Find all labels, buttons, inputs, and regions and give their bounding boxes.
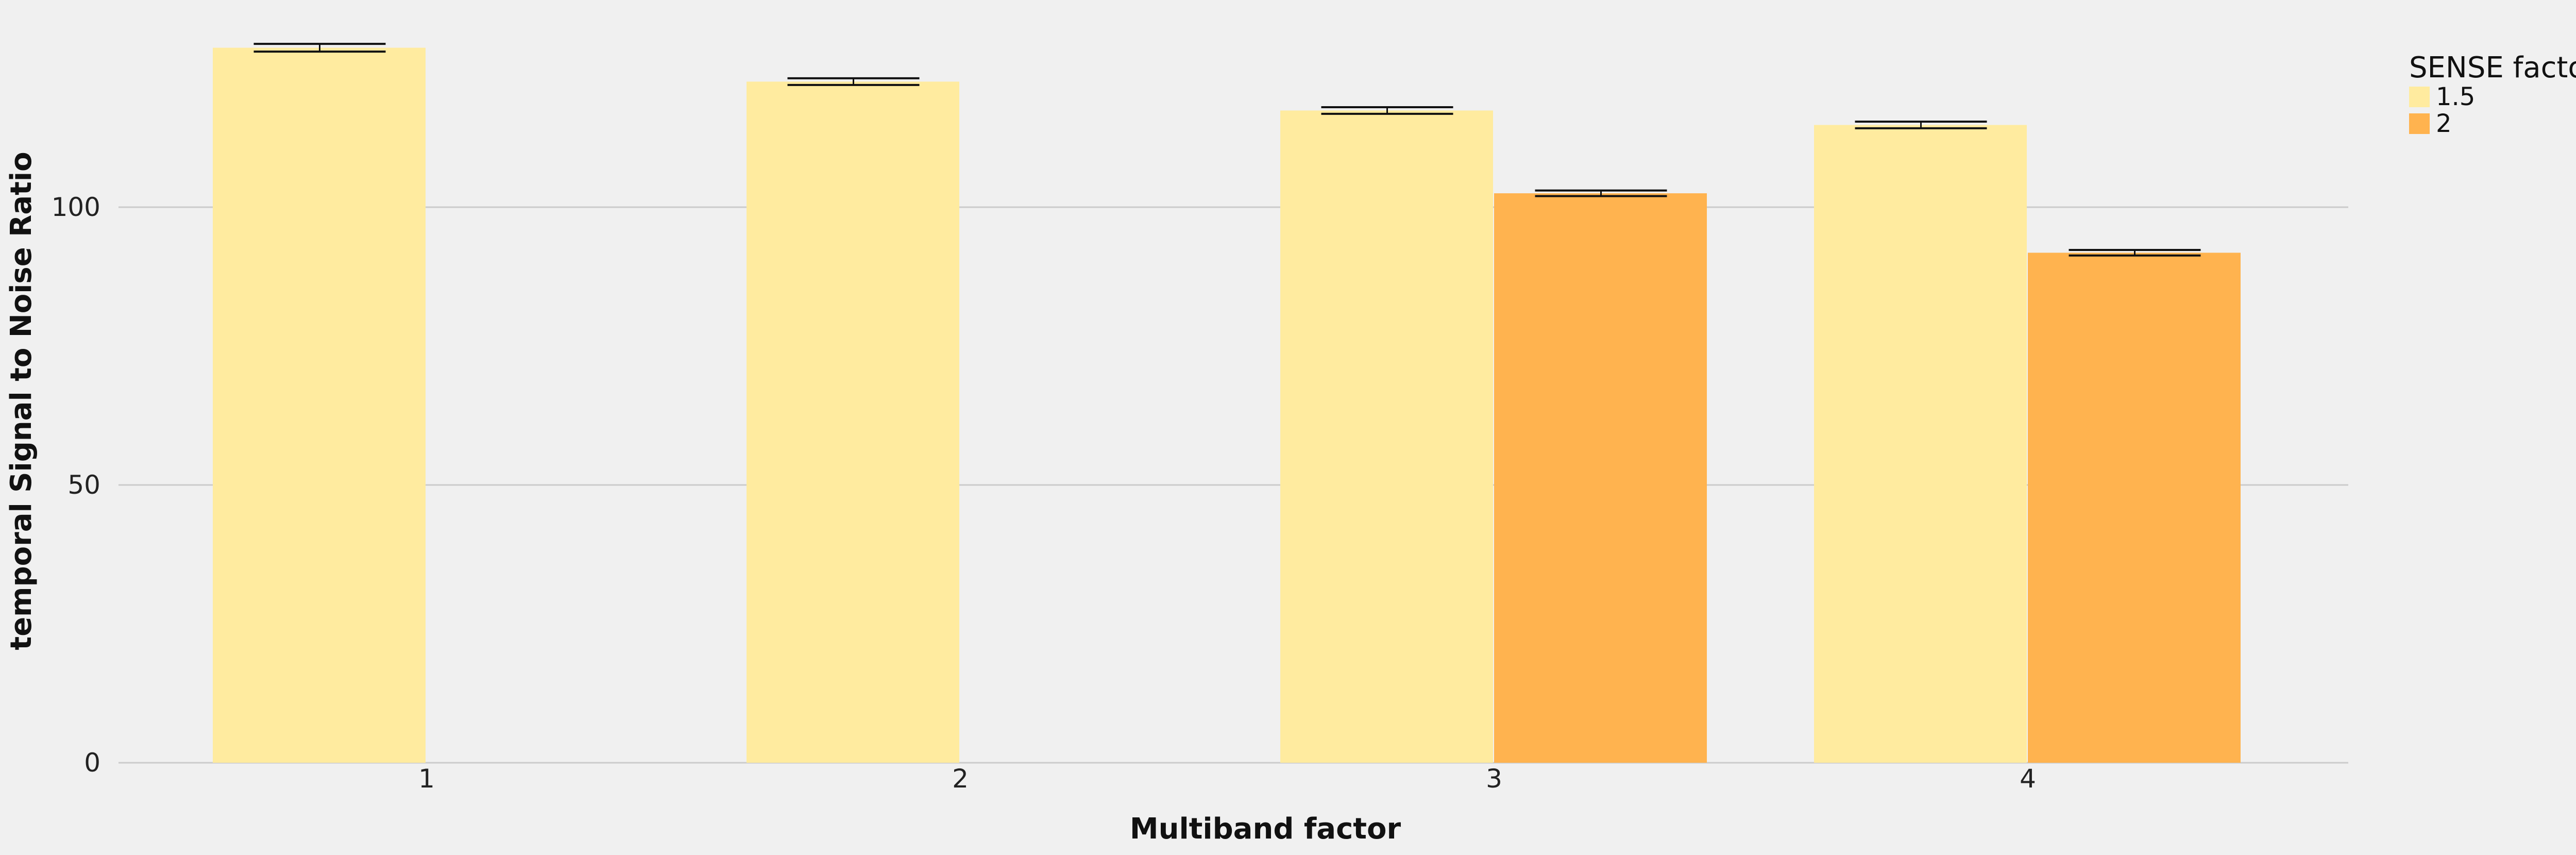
legend: SENSE factor 1.52 [2409, 51, 2576, 138]
bar [2028, 253, 2241, 763]
x-tick-label: 1 [418, 764, 435, 794]
error-bars [253, 43, 2201, 257]
y-tick-label: 50 [67, 470, 100, 500]
x-axis-ticks: 1 2 3 4 [418, 764, 2036, 794]
bar [1494, 193, 1707, 763]
bars [213, 47, 2241, 763]
legend-swatch [2409, 87, 2430, 107]
y-axis-ticks: 0 50 100 [52, 192, 100, 778]
bar [213, 47, 426, 763]
x-tick-label: 2 [952, 764, 969, 794]
y-tick-label: 100 [52, 192, 100, 222]
x-axis-title: Multiband factor [1130, 812, 1401, 846]
bar [1280, 110, 1493, 763]
y-tick-label: 0 [84, 748, 100, 778]
x-tick-label: 4 [2020, 764, 2036, 794]
legend-swatch [2409, 113, 2430, 134]
bar [1814, 125, 2027, 763]
legend-title: SENSE factor [2409, 51, 2576, 85]
legend-label: 2 [2436, 109, 2452, 138]
y-axis-title: temporal Signal to Noise Ratio [5, 152, 38, 650]
x-tick-label: 3 [1486, 764, 1502, 794]
bar [747, 81, 959, 763]
legend-label: 1.5 [2436, 82, 2475, 111]
